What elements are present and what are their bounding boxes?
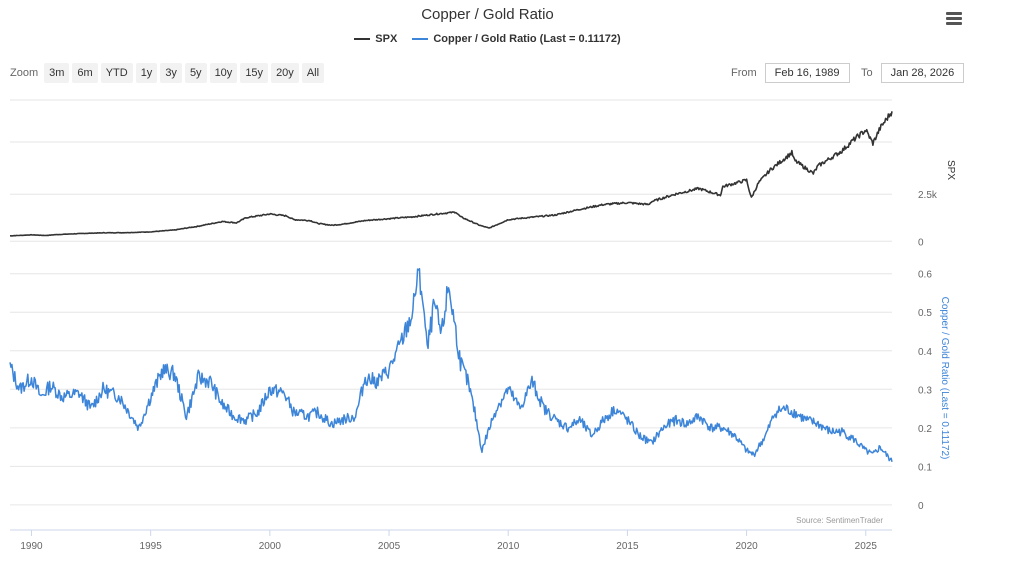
bottom-tick-label: 0.1	[918, 462, 932, 473]
top-tick-label: 2.5k	[918, 190, 938, 201]
zoom-button-1y[interactable]: 1y	[135, 63, 158, 83]
x-tick-label: 2000	[259, 541, 282, 552]
zoom-button-6m[interactable]: 6m	[72, 63, 98, 83]
top-tick-label: 0	[918, 237, 924, 248]
bottom-tick-label: 0.3	[918, 385, 932, 396]
range-from: From Feb 16, 1989	[731, 63, 850, 83]
zoom-button-10y[interactable]: 10y	[209, 63, 238, 83]
top-axis-title: SPX	[945, 160, 956, 180]
zoom-button-20y[interactable]: 20y	[271, 63, 299, 83]
zoom-button-15y[interactable]: 15y	[240, 63, 269, 83]
legend-swatch-ratio	[412, 38, 429, 40]
series-line-spx	[10, 111, 893, 237]
x-tick-label: 2010	[497, 541, 520, 552]
to-label: To	[861, 67, 873, 79]
legend-item-spx[interactable]: SPX	[354, 33, 397, 45]
x-tick-label: 1995	[140, 541, 163, 552]
zoom-button-all[interactable]: All	[301, 63, 325, 83]
legend-label-ratio: Copper / Gold Ratio (Last = 0.11172)	[433, 33, 621, 45]
bottom-tick-label: 0.2	[918, 424, 932, 435]
from-label: From	[731, 67, 757, 79]
range-to: To Jan 28, 2026	[861, 63, 965, 83]
hamburger-menu-icon[interactable]	[946, 12, 962, 26]
x-tick-label: 1990	[20, 541, 43, 552]
zoom-toolbar: Zoom 3m 6m YTD 1y 3y 5y 10y 15y 20y All	[10, 63, 327, 83]
bottom-tick-label: 0.6	[918, 270, 932, 281]
x-tick-label: 2020	[735, 541, 758, 552]
bottom-tick-label: 0.4	[918, 347, 932, 358]
x-tick-label: 2005	[378, 541, 401, 552]
legend-label-spx: SPX	[375, 33, 398, 45]
chart-title: Copper / Gold Ratio	[421, 6, 554, 23]
legend-swatch-spx	[354, 38, 371, 40]
bottom-tick-label: 0	[918, 501, 924, 512]
zoom-button-5y[interactable]: 5y	[184, 63, 207, 83]
chart-credits: Source: SentimenTrader	[796, 516, 883, 525]
zoom-button-ytd[interactable]: YTD	[100, 63, 133, 83]
series-line-copper-gold-ratio	[9, 267, 893, 462]
bottom-axis-title: Copper / Gold Ratio (Last = 0.11172)	[939, 297, 950, 460]
from-date-input[interactable]: Feb 16, 1989	[764, 63, 850, 83]
legend: SPX Copper / Gold Ratio (Last = 0.11172)	[0, 31, 975, 45]
zoom-button-3m[interactable]: 3m	[44, 63, 70, 83]
zoom-label: Zoom	[10, 67, 39, 79]
legend-item-ratio[interactable]: Copper / Gold Ratio (Last = 0.11172)	[412, 33, 621, 45]
to-date-input[interactable]: Jan 28, 2026	[880, 63, 965, 83]
x-tick-label: 2025	[855, 541, 878, 552]
zoom-button-3y[interactable]: 3y	[160, 63, 182, 83]
x-tick-label: 2015	[616, 541, 639, 552]
bottom-tick-label: 0.5	[918, 308, 932, 319]
